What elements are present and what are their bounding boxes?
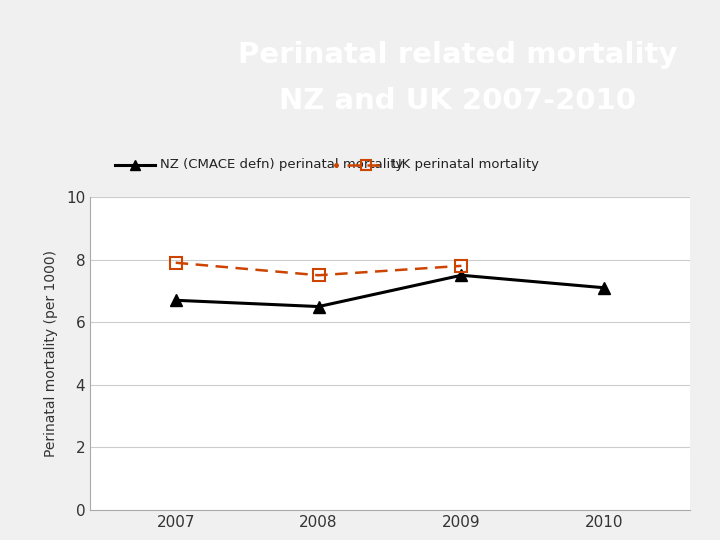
Text: UK perinatal mortality: UK perinatal mortality (392, 158, 539, 171)
Text: NZ (CMACE defn) perinatal mortality: NZ (CMACE defn) perinatal mortality (160, 158, 403, 171)
Y-axis label: Perinatal mortality (per 1000): Perinatal mortality (per 1000) (43, 250, 58, 457)
Text: Perinatal related mortality: Perinatal related mortality (238, 40, 678, 69)
Text: NZ and UK 2007-2010: NZ and UK 2007-2010 (279, 87, 636, 116)
